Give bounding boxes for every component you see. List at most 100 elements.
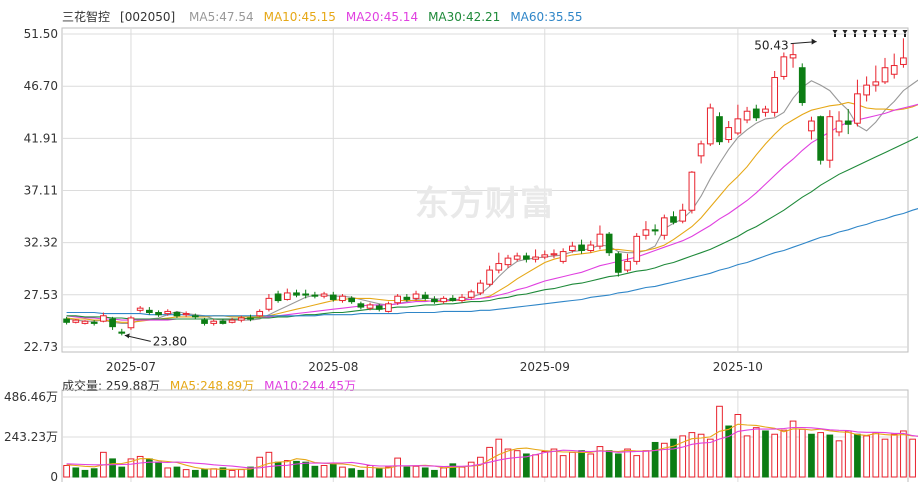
candle-body (329, 294, 337, 300)
candle-body (716, 116, 723, 143)
volume-bar (872, 432, 880, 478)
volume-y-tick: 0 (50, 470, 58, 482)
event-marker-icon (862, 30, 868, 37)
volume-bar (403, 466, 411, 478)
volume-bar (890, 433, 898, 478)
volume-bar (136, 455, 144, 478)
volume-y-tick: 486.46万 (4, 390, 58, 404)
volume-bar (164, 467, 172, 478)
event-marker-icon (832, 30, 838, 37)
candle-body (532, 256, 539, 260)
volume-bar (90, 468, 98, 478)
candle-body (81, 320, 89, 324)
volume-bar (605, 450, 613, 478)
volume-bar (523, 453, 530, 478)
candle-body (679, 209, 687, 222)
candle-body (587, 244, 595, 251)
event-marker-icon (882, 30, 888, 37)
candle-body (752, 108, 760, 119)
candle-body (247, 317, 254, 320)
volume-bar (283, 460, 291, 478)
candle-body (743, 110, 751, 121)
candle-body (293, 292, 300, 296)
price-y-tick: 37.11 (24, 184, 58, 198)
candle-body (550, 253, 558, 256)
candle-body (458, 296, 466, 302)
price-y-tick: 27.53 (24, 288, 58, 302)
candle-body (302, 293, 310, 296)
x-tick-label: 2025-09 (520, 360, 570, 374)
volume-bar (725, 425, 733, 478)
volume-bar (118, 466, 126, 478)
candle-body (624, 260, 631, 271)
volume-bar (642, 450, 650, 478)
volume-bar (385, 466, 392, 478)
volume-bar (201, 469, 208, 478)
volume-bar (357, 469, 365, 478)
candle-body (513, 255, 521, 260)
candle-body (706, 107, 714, 145)
volume-bar (440, 467, 447, 478)
volume-bar (900, 430, 907, 478)
candle-body (348, 297, 356, 303)
candle-body (688, 171, 696, 211)
candle-body (605, 233, 613, 254)
candle-body (596, 233, 604, 247)
price-panel-frame (61, 27, 909, 353)
stock-code: [002050] (120, 10, 176, 24)
candle-body (109, 318, 116, 328)
candle-body (274, 293, 282, 302)
volume-bar (670, 438, 677, 478)
candle-body (780, 56, 788, 77)
volume-bar (431, 469, 438, 478)
candle-body (697, 143, 705, 157)
volume-bar (467, 461, 475, 478)
volume-bar (311, 465, 319, 478)
watermark: 东方财富 (415, 184, 555, 224)
candle-body (725, 127, 733, 141)
legend-ma60: MA60:35.55 (510, 10, 583, 24)
volume-bar (155, 461, 162, 478)
candle-body (872, 81, 880, 86)
volume-bar (81, 469, 89, 478)
volume-bar (808, 433, 815, 478)
price-y-tick: 32.32 (24, 236, 58, 250)
volume-bar (614, 453, 622, 478)
candle-body (633, 235, 641, 262)
volume-bar (458, 466, 466, 478)
candle-body (449, 297, 457, 302)
volume-y-tick: 243.23万 (4, 430, 58, 444)
candle-body (881, 67, 889, 83)
candle-body (237, 317, 245, 321)
candle-body (863, 84, 870, 96)
event-marker-icon (842, 30, 848, 37)
stock-name: 三花智控 (62, 10, 111, 24)
candle-body (72, 319, 80, 323)
ma-line-ma30 (66, 136, 918, 320)
candle-body (311, 294, 319, 297)
candle-body (440, 297, 447, 303)
max-annotation: 50.43 (754, 39, 788, 53)
candle-body (854, 93, 861, 124)
candle-body (642, 229, 650, 236)
candle-body (817, 116, 824, 161)
volume-bar (219, 467, 227, 478)
candle-body (541, 254, 549, 258)
candle-body (486, 269, 493, 285)
event-marker-icon (872, 30, 878, 37)
volume-bar (173, 466, 181, 478)
volume-bar (578, 450, 585, 478)
volume-bar (320, 464, 328, 478)
volume-bar (127, 458, 135, 478)
ma-legend-items: MA5:47.54 MA10:45.15 MA20:45.14 MA30:42.21 M… (189, 10, 593, 24)
candle-body (495, 263, 503, 271)
volume-bar (329, 463, 337, 478)
event-marker-icon (892, 30, 898, 37)
price-legend: 三花智控 [002050] MA5:47.54 MA10:45.15 MA20:45.… (62, 8, 603, 25)
volume-bar (412, 465, 420, 478)
candle-body (127, 317, 135, 329)
min-annotation: 23.80 (153, 334, 187, 348)
volume-bar (477, 456, 484, 478)
volume-ma5-line (66, 423, 918, 470)
